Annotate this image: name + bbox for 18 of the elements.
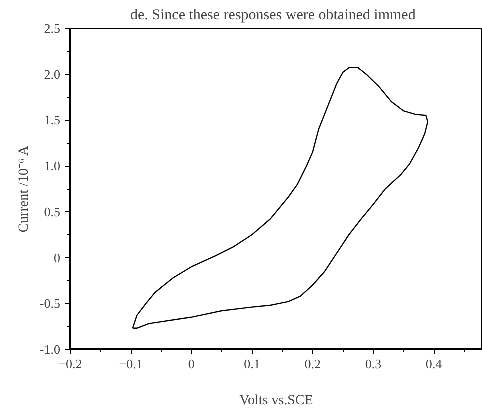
y-tick-label: -0.5 <box>40 296 61 312</box>
y-tick-label: 2.5 <box>44 21 60 36</box>
y-tick-label: 2.0 <box>44 66 60 82</box>
x-tick-label: −0.1 <box>119 356 143 372</box>
x-tick-label: 0.4 <box>426 356 443 372</box>
y-tick-label: 0 <box>54 250 60 266</box>
y-tick-label: 1.5 <box>44 112 60 128</box>
x-tick-label: 0 <box>188 356 195 372</box>
y-tick-label: 0.5 <box>44 204 60 220</box>
x-tick-label: −0.2 <box>58 356 82 372</box>
text: de. Since these responses were obtained immed <box>130 8 416 24</box>
y-axis-title: Current /10⁻⁶ A <box>16 145 32 233</box>
x-tick-label: 0.1 <box>244 356 260 372</box>
x-tick-label: 0.3 <box>365 356 382 372</box>
y-tick-label: -1.0 <box>40 342 61 357</box>
y-tick-label: 1.0 <box>44 158 60 174</box>
x-tick-label: 0.2 <box>304 356 321 372</box>
x-axis-title: Volts vs.SCE <box>240 394 314 408</box>
